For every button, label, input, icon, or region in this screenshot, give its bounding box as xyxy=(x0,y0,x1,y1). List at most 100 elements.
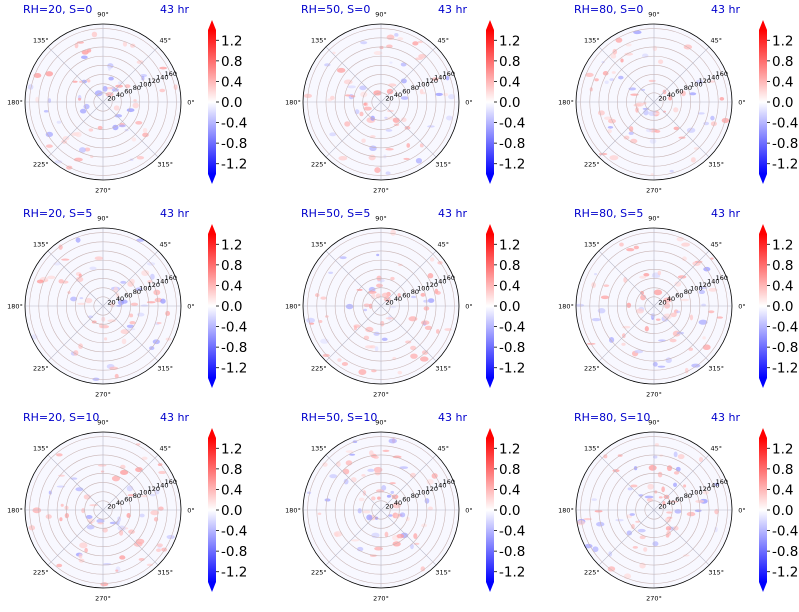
angular-gridline xyxy=(325,46,382,103)
anomaly-mark xyxy=(349,453,356,456)
radial-tick-label: 80 xyxy=(684,84,692,92)
anomaly-mark xyxy=(648,110,657,117)
angle-tick-label: 315° xyxy=(708,365,724,373)
anomaly-mark xyxy=(643,109,649,116)
angle-tick-label: 270° xyxy=(373,595,389,603)
anomaly-mark xyxy=(79,297,84,300)
angle-tick-label: 0° xyxy=(465,303,472,311)
radial-tick-label: 80 xyxy=(133,492,141,500)
anomaly-mark xyxy=(70,296,78,302)
anomaly-mark xyxy=(436,329,440,334)
angle-tick-label: 45° xyxy=(159,444,171,452)
radial-tick-label: 140 xyxy=(707,481,719,489)
radial-tick-label: 60 xyxy=(124,291,132,299)
colorbar-extend-min xyxy=(759,174,767,184)
anomaly-mark xyxy=(146,301,156,304)
anomaly-mark xyxy=(604,80,609,84)
anomaly-mark xyxy=(118,124,126,128)
anomaly-mark xyxy=(89,266,97,270)
angle-tick-label: 315° xyxy=(708,569,724,577)
radial-tick-label: 60 xyxy=(675,87,683,95)
angle-tick-label: 270° xyxy=(373,391,389,399)
colorbar-tick-label: -0.8 xyxy=(221,136,247,152)
anomaly-mark xyxy=(54,160,63,164)
anomaly-mark xyxy=(45,71,54,77)
radial-tick-label: 100 xyxy=(690,284,702,292)
anomaly-mark xyxy=(618,75,624,80)
colorbar-extend-max xyxy=(759,428,767,438)
anomaly-mark xyxy=(149,493,156,497)
anomaly-mark xyxy=(405,340,412,344)
anomaly-mark xyxy=(365,326,374,333)
anomaly-mark xyxy=(374,546,383,551)
anomaly-mark xyxy=(677,453,685,460)
anomaly-mark xyxy=(363,308,368,312)
radial-tick-label: 80 xyxy=(411,84,419,92)
anomaly-mark xyxy=(387,83,397,87)
angle-tick-label: 225° xyxy=(33,161,49,169)
radial-tick-label: 60 xyxy=(675,495,683,503)
anomaly-mark xyxy=(158,470,167,475)
anomaly-mark xyxy=(78,97,82,101)
colorbar-tick-label: -0.8 xyxy=(772,544,798,560)
anomaly-mark xyxy=(384,531,389,538)
anomaly-mark xyxy=(396,533,405,539)
anomaly-mark xyxy=(377,496,381,500)
colorbar xyxy=(208,438,216,582)
angle-tick-label: 315° xyxy=(157,161,173,169)
anomaly-mark xyxy=(592,546,599,553)
angular-gridline xyxy=(325,305,382,362)
anomaly-mark xyxy=(359,85,367,91)
anomaly-mark xyxy=(132,102,139,109)
anomaly-mark xyxy=(686,511,696,517)
anomaly-mark xyxy=(121,338,127,345)
colorbar xyxy=(486,438,494,582)
angular-gridline xyxy=(325,250,382,307)
colorbar-tick-label: 0.4 xyxy=(772,74,793,90)
anomaly-mark xyxy=(710,257,714,260)
anomaly-mark xyxy=(386,88,394,95)
angle-tick-label: 315° xyxy=(435,569,451,577)
anomaly-mark xyxy=(681,90,686,97)
angle-tick-label: 0° xyxy=(738,99,745,107)
angle-tick-label: 90° xyxy=(97,11,109,19)
anomaly-mark xyxy=(130,43,136,48)
colorbar-tick-label: 1.2 xyxy=(772,441,793,457)
anomaly-mark xyxy=(112,124,119,131)
anomaly-mark xyxy=(662,500,666,506)
anomaly-mark xyxy=(60,503,64,507)
anomaly-mark xyxy=(94,256,104,261)
anomaly-mark xyxy=(72,80,78,83)
colorbar-extend-max xyxy=(486,224,494,234)
anomaly-mark xyxy=(381,485,387,491)
colorbar-tick-label: -0.4 xyxy=(499,116,525,132)
anomaly-mark xyxy=(135,287,143,291)
anomaly-mark xyxy=(150,510,159,516)
anomaly-mark xyxy=(397,37,404,41)
anomaly-mark xyxy=(338,155,348,161)
anomaly-mark xyxy=(388,438,397,444)
radial-tick-label: 160 xyxy=(165,478,177,486)
angular-gridline xyxy=(598,305,655,362)
anomaly-mark xyxy=(102,85,108,92)
colorbar xyxy=(208,30,216,174)
colorbar-tick-label: 0.8 xyxy=(221,462,242,478)
anomaly-mark xyxy=(398,263,403,267)
angle-tick-label: 45° xyxy=(159,240,171,248)
colorbar-tick-label: -0.4 xyxy=(499,524,525,540)
anomaly-mark xyxy=(347,85,356,89)
polar-frame xyxy=(24,431,182,589)
anomaly-mark xyxy=(36,279,44,284)
polar-frame xyxy=(575,227,733,385)
radial-tick-label: 80 xyxy=(684,288,692,296)
anomaly-mark xyxy=(386,494,392,498)
anomaly-mark xyxy=(389,482,396,485)
anomaly-mark xyxy=(653,289,663,296)
colorbar xyxy=(759,234,767,378)
angle-tick-label: 225° xyxy=(311,161,327,169)
colorbar xyxy=(486,30,494,174)
anomaly-mark xyxy=(107,319,117,323)
anomaly-mark xyxy=(333,531,343,537)
colorbar-tick-label: 0.8 xyxy=(772,462,793,478)
colorbar-tick-label: -0.4 xyxy=(499,320,525,336)
